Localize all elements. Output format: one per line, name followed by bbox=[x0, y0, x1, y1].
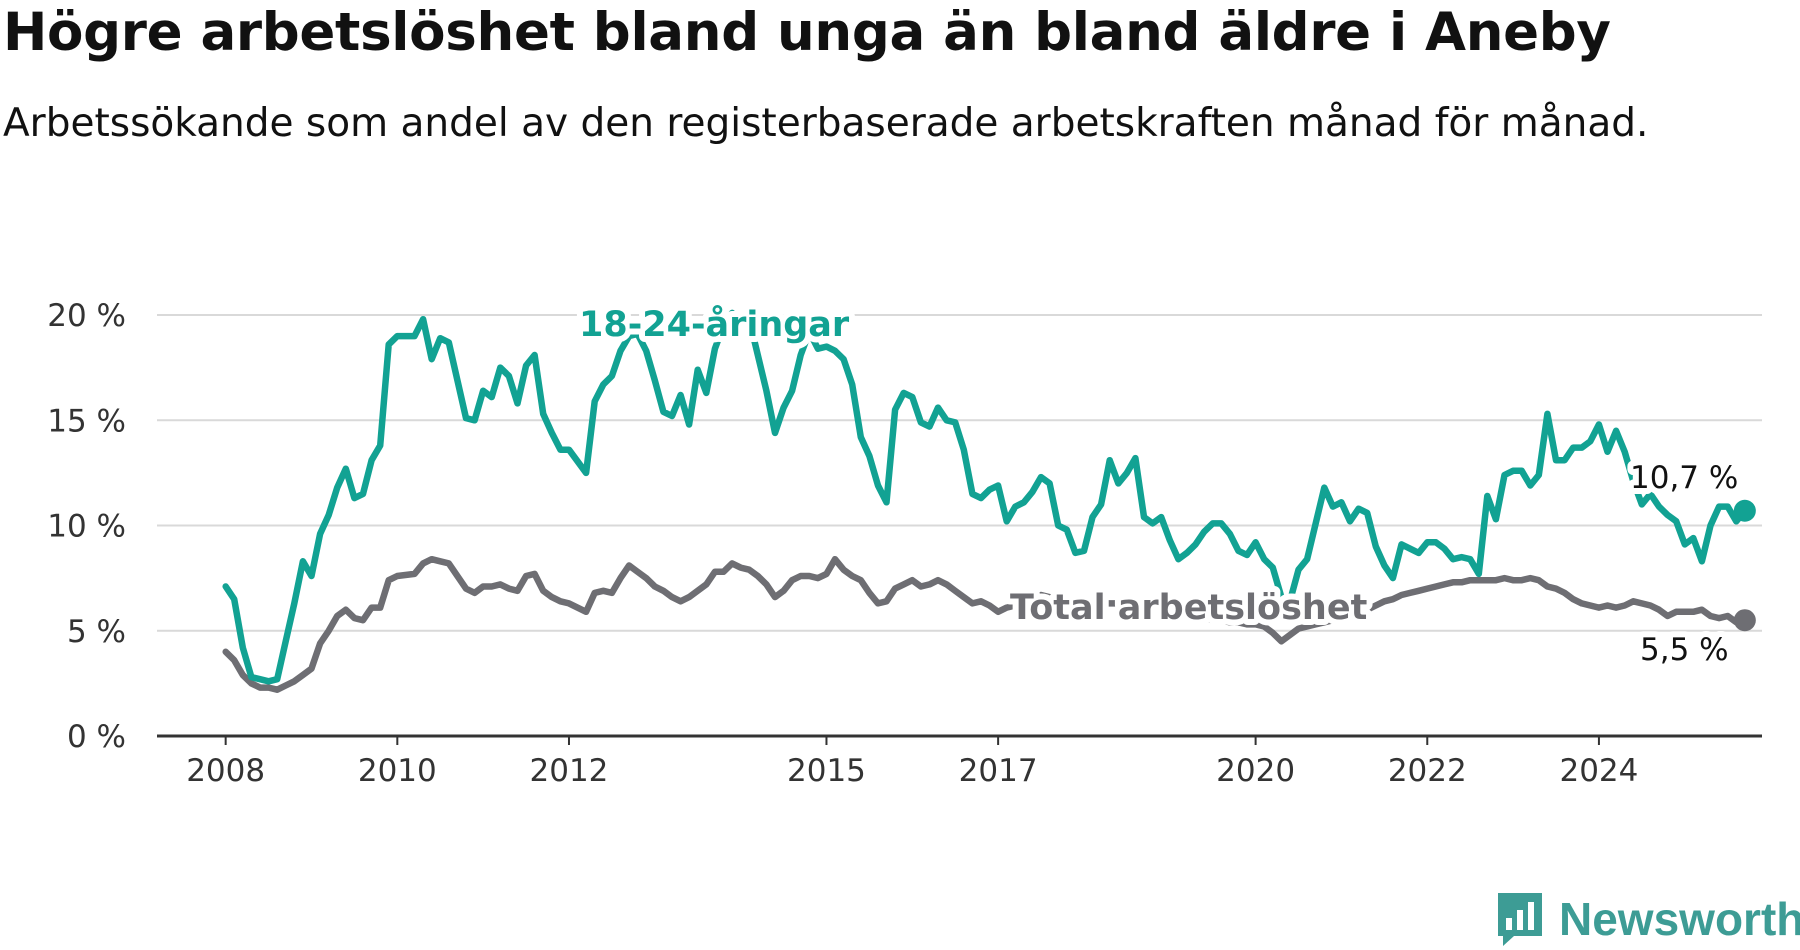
x-tick-label: 2015 bbox=[787, 753, 866, 789]
chart-subtitle: Arbetssökande som andel av den registerb… bbox=[3, 101, 1649, 146]
series-endpoint bbox=[1733, 609, 1756, 632]
x-tick-label: 2024 bbox=[1559, 753, 1638, 789]
y-tick-label: 10 % bbox=[47, 509, 126, 545]
x-tick-label: 2017 bbox=[959, 753, 1038, 789]
x-tick-label: 2012 bbox=[530, 753, 609, 789]
x-tick-label: 2020 bbox=[1216, 753, 1295, 789]
y-tick-label: 15 % bbox=[47, 403, 126, 439]
x-tick-label: 2010 bbox=[358, 753, 437, 789]
series-label: 18-24-åringar bbox=[579, 304, 850, 345]
series-end-label: 5,5 % bbox=[1640, 632, 1729, 668]
x-axis-ticks: 2008 2010 2012 2015 2017 2020 2022 2024 bbox=[186, 736, 1638, 789]
series-label: Total arbetslöshet bbox=[1010, 588, 1367, 628]
y-tick-label: 20 % bbox=[47, 298, 126, 334]
gridlines bbox=[157, 314, 1762, 738]
series-endpoint bbox=[1733, 499, 1756, 522]
x-tick-label: 2022 bbox=[1388, 753, 1467, 789]
series-lines bbox=[222, 309, 1756, 693]
series-line bbox=[222, 309, 1749, 685]
series-end-label: 10,7 % bbox=[1630, 460, 1738, 496]
y-axis-ticks: 0 % 5 % 10 % 15 % 20 % bbox=[47, 298, 126, 755]
series-labels: 18-24-åringar Total arbetslöshet 10,7 % 5,5… bbox=[573, 298, 1744, 674]
newsworthy-logo: Newsworthy bbox=[1495, 888, 1800, 950]
series-line bbox=[222, 555, 1749, 693]
x-tick-label: 2008 bbox=[186, 753, 265, 789]
brand-name: Newsworthy bbox=[1559, 893, 1800, 945]
chart-title: Högre arbetslöshet bland unga än bland ä… bbox=[3, 2, 1611, 63]
y-tick-label: 5 % bbox=[67, 614, 126, 650]
y-tick-label: 0 % bbox=[67, 719, 126, 755]
bar-chart-speech-bubble-icon bbox=[1498, 893, 1542, 946]
